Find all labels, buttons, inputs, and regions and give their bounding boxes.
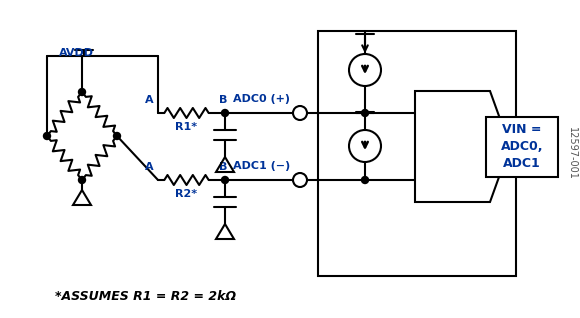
Circle shape — [44, 133, 50, 140]
Circle shape — [361, 109, 368, 116]
Text: *ASSUMES R1 = R2 = 2kΩ: *ASSUMES R1 = R2 = 2kΩ — [55, 289, 236, 302]
Text: 12597-001: 12597-001 — [567, 127, 577, 179]
Circle shape — [361, 176, 368, 183]
Circle shape — [222, 176, 229, 183]
Circle shape — [222, 109, 229, 116]
Text: R2*: R2* — [175, 189, 198, 199]
Text: B: B — [219, 162, 227, 172]
Text: A: A — [146, 95, 154, 105]
Circle shape — [114, 133, 121, 140]
Polygon shape — [415, 91, 510, 202]
Text: A: A — [146, 162, 154, 172]
Text: B: B — [219, 95, 227, 105]
Circle shape — [78, 88, 85, 95]
Text: ADC1 (−): ADC1 (−) — [233, 161, 290, 171]
FancyBboxPatch shape — [486, 116, 558, 176]
Text: R1*: R1* — [175, 122, 198, 132]
Text: VIN =
ADC0,
ADC1: VIN = ADC0, ADC1 — [501, 123, 543, 170]
Circle shape — [293, 173, 307, 187]
Circle shape — [78, 176, 85, 183]
Circle shape — [293, 106, 307, 120]
Text: ADC0 (+): ADC0 (+) — [233, 94, 290, 104]
Text: AVDD: AVDD — [59, 48, 94, 58]
